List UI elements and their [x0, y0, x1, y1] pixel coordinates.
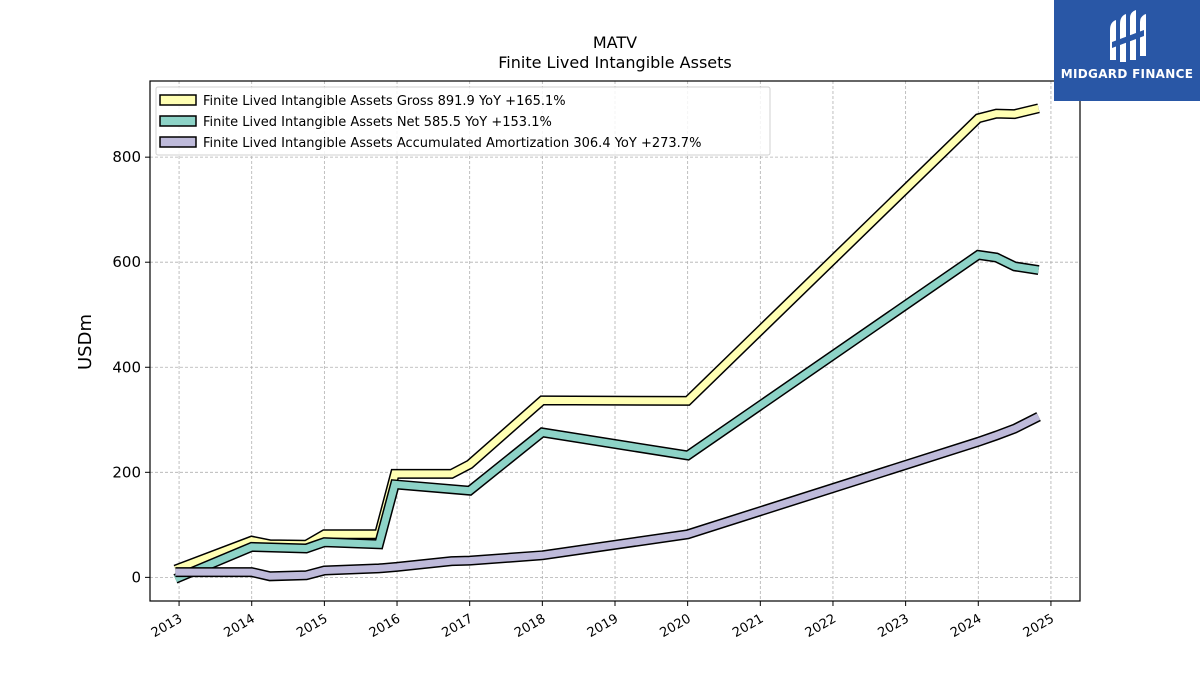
brand-logo: MIDGARD FINANCE: [1054, 0, 1200, 101]
legend: Finite Lived Intangible Assets Gross 891…: [155, 86, 771, 156]
x-tick-label: 2023: [875, 611, 911, 641]
y-axis-label: USDm: [75, 314, 96, 370]
series-line-0: [174, 104, 1040, 573]
x-tick-label: 2018: [512, 611, 548, 641]
grid-lines: [150, 81, 1080, 601]
x-tick-label: 2019: [585, 611, 621, 641]
legend-swatch-1: [159, 115, 197, 127]
legend-label-2: Finite Lived Intangible Assets Accumulat…: [203, 136, 701, 151]
series-layer: [173, 103, 1041, 584]
y-tick-label: 800: [112, 148, 141, 166]
y-tick-label: 200: [112, 463, 141, 481]
x-tick-label: 2020: [657, 611, 693, 641]
chart-title: MATV: [593, 33, 637, 52]
x-tick-label: 2025: [1021, 611, 1057, 641]
y-tick-label: 600: [112, 253, 141, 271]
legend-label-1: Finite Lived Intangible Assets Net 585.5…: [203, 115, 552, 130]
brand-name: MIDGARD FINANCE: [1060, 67, 1194, 81]
legend-swatch-0: [159, 94, 197, 106]
x-tick-label: 2022: [803, 611, 839, 641]
series-line-1: [174, 251, 1040, 583]
chart-subtitle: Finite Lived Intangible Assets: [498, 53, 731, 72]
x-tick-label: 2013: [149, 611, 185, 641]
legend-label-0: Finite Lived Intangible Assets Gross 891…: [203, 94, 566, 109]
midgard-logo-icon: [1110, 10, 1146, 62]
x-tick-label: 2014: [222, 611, 258, 641]
legend-box: [155, 86, 771, 156]
x-tick-label: 2024: [948, 611, 984, 641]
x-tick-label: 2015: [294, 611, 330, 641]
y-tick-label: 0: [131, 568, 141, 586]
series-outline-0: [173, 103, 1040, 575]
x-tick-label: 2016: [367, 611, 403, 641]
series-line-2: [175, 413, 1041, 580]
x-tick-label: 2021: [730, 611, 766, 641]
y-tick-label: 400: [112, 358, 141, 376]
x-tick-label: 2017: [440, 611, 476, 641]
legend-swatch-2: [159, 136, 197, 148]
axis-ticks: 2013 2014 2015 2016 2017 2018 2019 2020 2021 2022…: [112, 148, 1057, 641]
